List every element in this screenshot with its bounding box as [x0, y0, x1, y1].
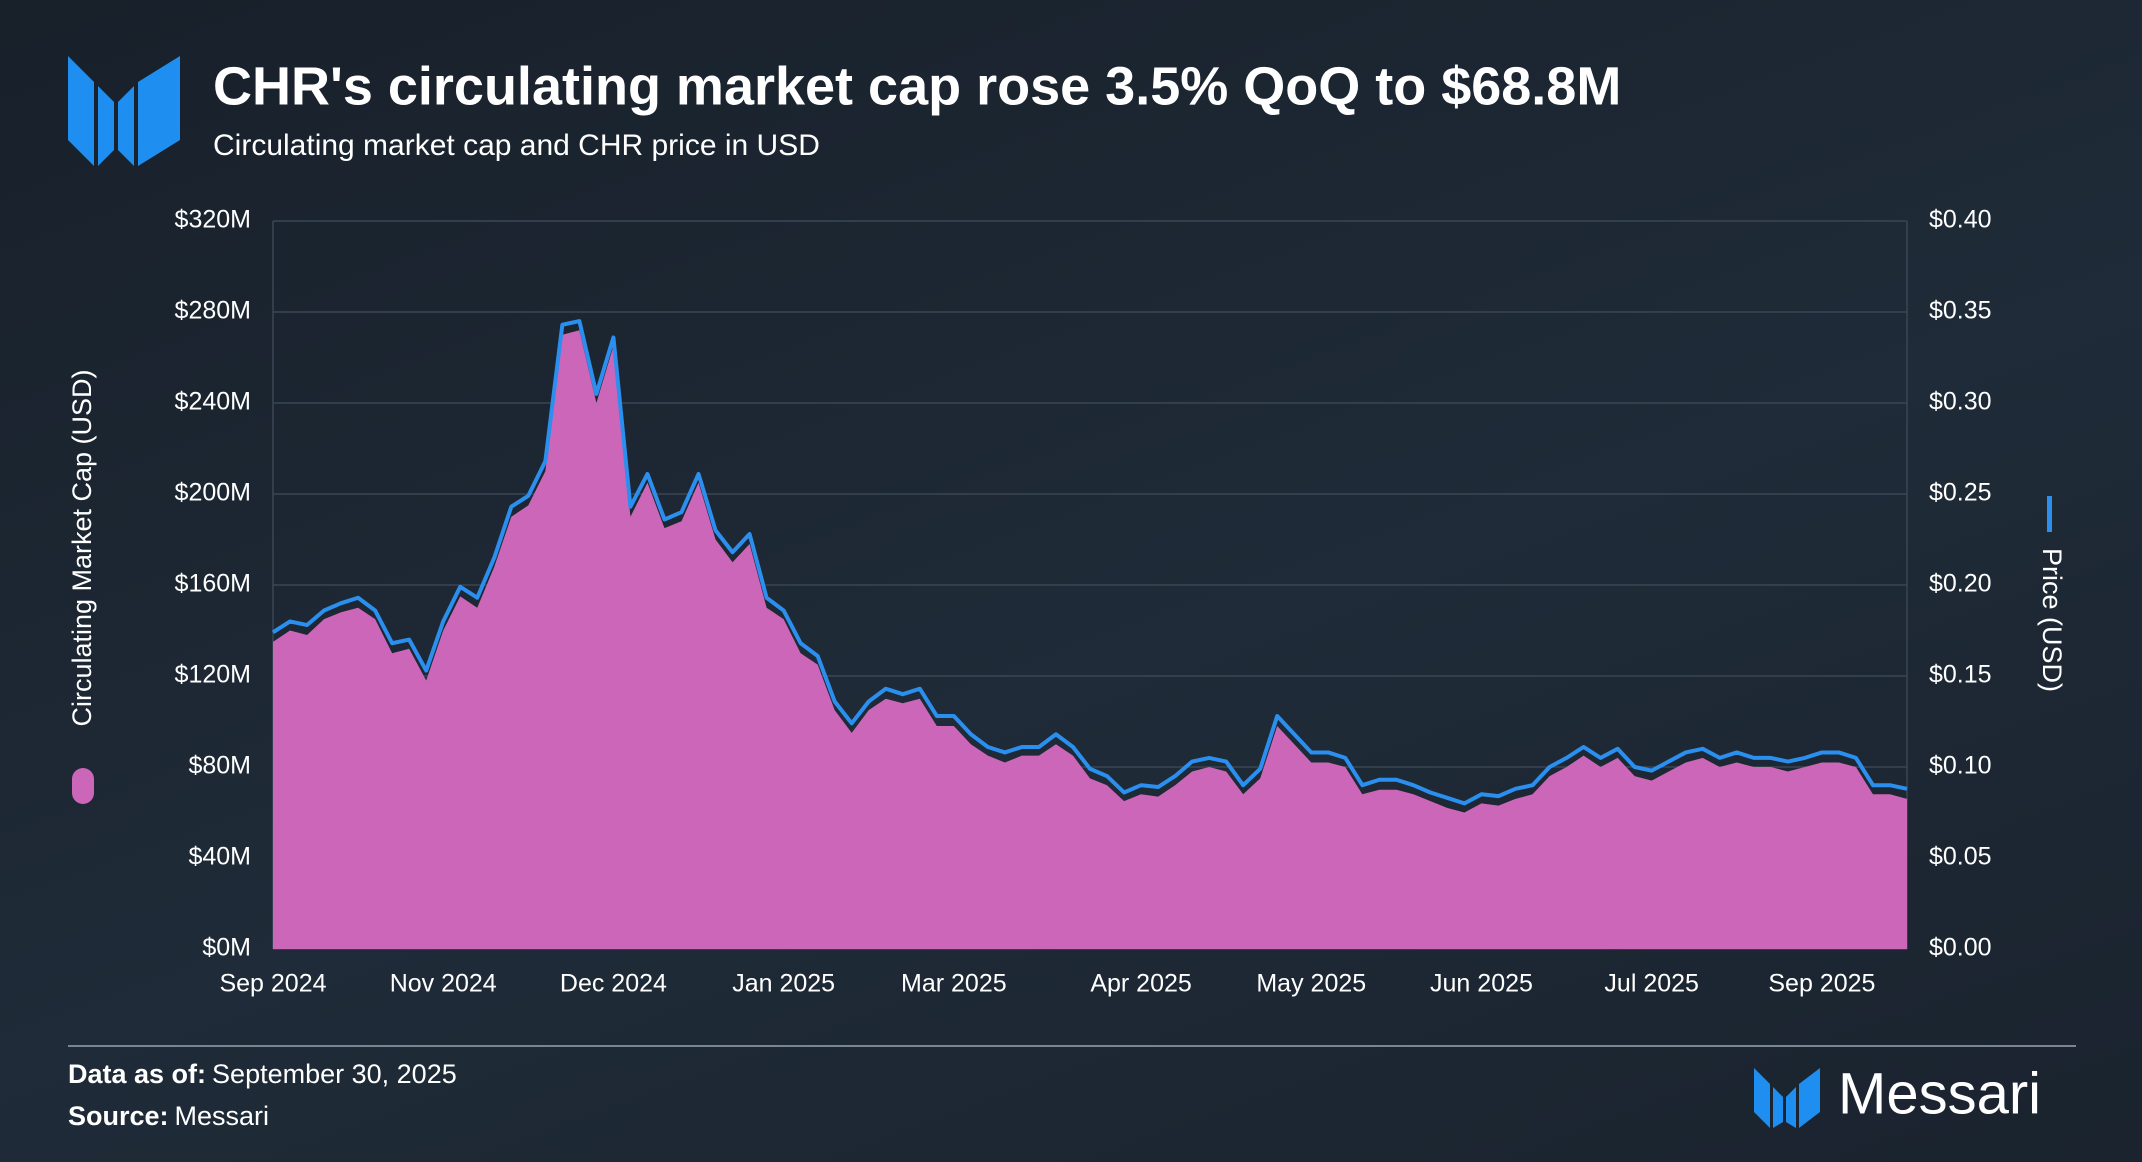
y2-tick-label: $0.15	[1929, 661, 1992, 689]
date-label: Data as of:	[68, 1059, 206, 1089]
y-tick-label: $40M	[188, 843, 251, 871]
logo-shape	[118, 86, 134, 166]
y2-tick-label: $0.40	[1929, 206, 1992, 234]
legend-entry: Circulating Market Cap (USD)	[67, 369, 97, 726]
x-tick-label: Mar 2025	[901, 970, 1007, 998]
logo-shape	[98, 86, 114, 166]
logo-shape	[68, 56, 94, 166]
y-tick-label: $280M	[175, 297, 251, 325]
logo-shape	[1754, 1068, 1770, 1128]
logo	[68, 56, 180, 166]
y2-tick-label: $0.05	[1929, 843, 1992, 871]
legend-swatch	[72, 768, 94, 804]
y-tick-label: $240M	[175, 388, 251, 416]
y2-tick-label: $0.10	[1929, 752, 1992, 780]
x-tick-label: Apr 2025	[1090, 970, 1191, 998]
x-tick-label: Jul 2025	[1604, 970, 1699, 998]
y-tick-label: $120M	[175, 661, 251, 689]
brand-name: Messari	[1838, 1061, 2041, 1126]
x-tick-label: Dec 2024	[560, 970, 667, 998]
footer-text: Source: Messari	[68, 1101, 269, 1131]
x-tick-label: Sep 2025	[1768, 970, 1875, 998]
legend-swatch	[2047, 496, 2052, 532]
chart-subtitle: Circulating market cap and CHR price in …	[213, 129, 820, 162]
legend-entry: Price (USD)	[2037, 548, 2067, 692]
source: Messari	[175, 1101, 270, 1131]
x-tick-label: Jun 2025	[1430, 970, 1533, 998]
source-label: Source:	[68, 1101, 169, 1131]
market-cap-area	[273, 330, 1907, 949]
y2-tick-label: $0.20	[1929, 570, 1992, 598]
date: September 30, 2025	[212, 1059, 457, 1089]
logo-shape	[1786, 1087, 1796, 1128]
x-tick-label: Nov 2024	[390, 970, 497, 998]
brand-logo	[1754, 1068, 1820, 1128]
footer-text: Data as of: September 30, 2025	[68, 1059, 457, 1089]
price-line	[271, 319, 1908, 806]
y-tick-label: $200M	[175, 479, 251, 507]
logo-shape	[138, 56, 180, 166]
y2-tick-label: $0.25	[1929, 479, 1992, 507]
logo-shape	[1799, 1068, 1820, 1128]
x-tick-label: Jan 2025	[732, 970, 835, 998]
x-tick-label: Sep 2024	[219, 970, 326, 998]
y2-tick-label: $0.30	[1929, 388, 1992, 416]
y-tick-label: $0M	[202, 934, 251, 962]
y-tick-label: $80M	[188, 752, 251, 780]
logo-shape	[1773, 1087, 1783, 1128]
plot: $0M $40M $80M $120M $160M $200M $240M $280M $320…	[175, 206, 1992, 998]
chart-title: CHR's circulating market cap rose 3.5% Q…	[213, 56, 1621, 116]
x-tick-label: May 2025	[1256, 970, 1366, 998]
y2-tick-label: $0.00	[1929, 934, 1992, 962]
y-tick-label: $160M	[175, 570, 251, 598]
y-tick-label: $320M	[175, 206, 251, 234]
y2-tick-label: $0.35	[1929, 297, 1992, 325]
